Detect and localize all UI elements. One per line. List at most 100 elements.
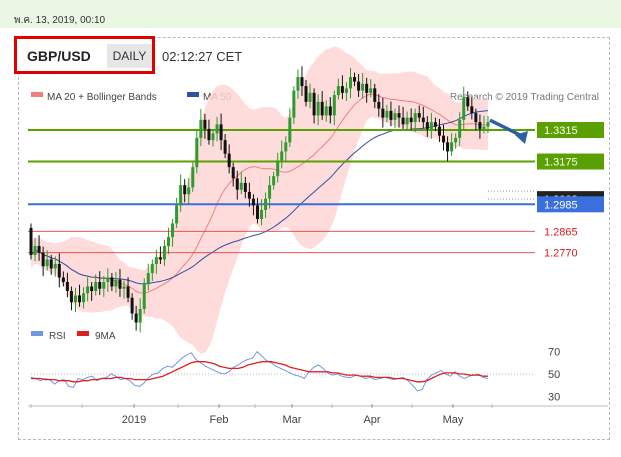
candle-body [357, 81, 361, 91]
candle-body [69, 290, 73, 303]
candle [73, 287, 77, 313]
rsi-ma-legend-swatch [77, 331, 89, 336]
candle-body [336, 86, 340, 96]
level-label-1.2865: 1.2865 [544, 226, 578, 238]
candle-body [154, 257, 158, 264]
candle [268, 175, 272, 209]
candle [373, 83, 377, 109]
candle-body [340, 86, 344, 93]
candle [385, 104, 389, 123]
bollinger-band-area [31, 46, 488, 354]
candle [389, 101, 393, 127]
candle [162, 239, 166, 266]
candle [401, 106, 405, 129]
candle-body [118, 279, 122, 289]
candle [154, 249, 158, 274]
candle-body [162, 245, 166, 260]
candle-body [308, 92, 312, 102]
candle-body [365, 83, 369, 93]
candle-body [183, 185, 187, 195]
candle [276, 152, 280, 183]
rsi-lines [30, 350, 489, 392]
candle [45, 250, 49, 271]
candle [405, 111, 409, 131]
candle [138, 298, 142, 333]
candle-body [251, 198, 255, 206]
candle-body [450, 142, 454, 152]
candle-body [474, 113, 478, 123]
level-tag-1.3175-box [537, 153, 604, 170]
level-tag-1.3315: 1.3315 [537, 122, 604, 139]
candle [94, 274, 98, 296]
rsi-legend-label: RSI [49, 331, 66, 342]
candle [284, 136, 288, 162]
candle-body [45, 259, 49, 267]
candle [110, 272, 114, 291]
candle [219, 113, 223, 151]
candle-body [114, 279, 118, 287]
candle [369, 79, 373, 98]
candle [171, 218, 175, 247]
candle-body [264, 198, 268, 210]
candle-body [235, 178, 239, 190]
candle-body [344, 88, 348, 93]
candle-body [369, 88, 373, 93]
candle [353, 72, 357, 87]
candle-body [215, 124, 219, 134]
candle [175, 197, 179, 228]
candle [49, 254, 53, 275]
candle [336, 78, 340, 100]
ma20-legend-swatch [31, 92, 43, 97]
candle [344, 82, 348, 101]
candle [130, 293, 134, 320]
level-tag-1.3175: 1.3175 [537, 153, 604, 170]
level-tag-1.3175-text: 1.3175 [544, 157, 578, 169]
candle-body [98, 281, 102, 289]
candle-body [102, 281, 106, 289]
candle [340, 75, 344, 100]
candle [247, 182, 251, 207]
rsi-legend-swatch [31, 331, 43, 336]
candlesticks [29, 66, 490, 333]
candle-body [442, 135, 446, 143]
candle-body [29, 227, 33, 255]
candle [82, 287, 86, 309]
candle [316, 94, 320, 126]
candle [187, 178, 191, 205]
candle [409, 108, 413, 131]
candle [397, 105, 401, 128]
candle-body [300, 77, 304, 87]
timeframe-badge[interactable]: DAILY [107, 44, 152, 68]
candle [300, 66, 304, 97]
candle [365, 77, 369, 103]
candle [65, 272, 69, 298]
candle [255, 197, 259, 224]
candle [195, 130, 199, 174]
candle [308, 83, 312, 109]
candle [122, 280, 126, 299]
level-tag-1.2985-text: 1.2985 [544, 199, 578, 211]
candle-body [239, 182, 243, 190]
candle-body [260, 209, 264, 219]
candle [179, 174, 183, 212]
candle-body [332, 95, 336, 116]
candle-body [353, 77, 357, 82]
candle [357, 73, 361, 97]
candle-body [106, 277, 110, 282]
candle-body [37, 245, 41, 253]
ma50-legend-swatch [187, 92, 199, 97]
candle [146, 263, 150, 291]
candle [231, 162, 235, 187]
candle [243, 176, 247, 199]
candle-body [268, 185, 272, 199]
x-tick-May: May [443, 414, 464, 426]
top-bar: พ.ค. 13, 2019, 00:10 [0, 0, 621, 28]
candle-body [320, 101, 324, 116]
level-tag-1.3315-box [537, 122, 604, 139]
candle-body [466, 97, 470, 107]
candle [199, 109, 203, 146]
candle [361, 73, 365, 99]
candle-body [167, 236, 171, 246]
candle-body [377, 101, 381, 109]
candle-body [33, 245, 37, 255]
